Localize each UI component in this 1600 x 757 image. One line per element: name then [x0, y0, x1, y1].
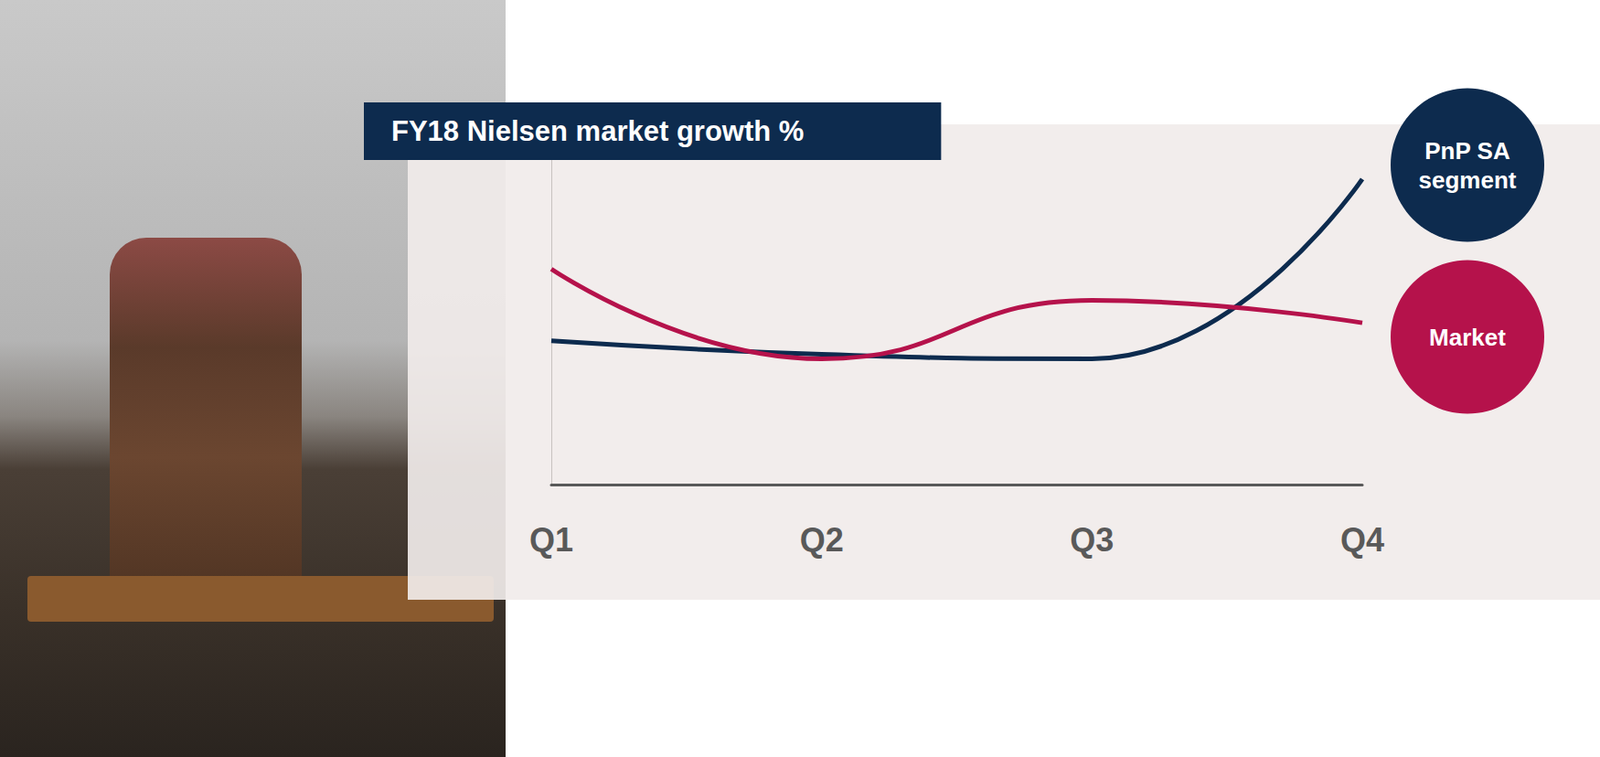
svg-text:Q2: Q2	[800, 521, 844, 559]
svg-text:PnP SA: PnP SA	[1424, 137, 1511, 165]
svg-text:Market: Market	[1429, 323, 1506, 352]
svg-text:Q1: Q1	[529, 521, 574, 559]
svg-text:segment: segment	[1418, 166, 1517, 194]
svg-text:Q3: Q3	[1069, 521, 1114, 559]
svg-text:FY18 Nielsen market growth %: FY18 Nielsen market growth %	[391, 115, 804, 148]
svg-text:Q4: Q4	[1340, 521, 1385, 559]
